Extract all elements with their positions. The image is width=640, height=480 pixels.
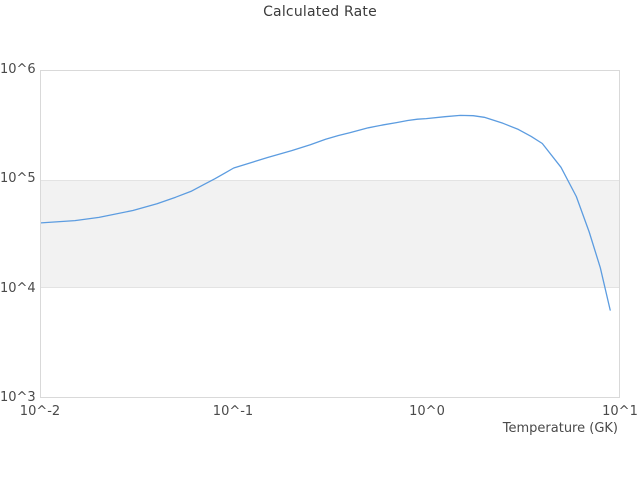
x-tick-label-1e1: 10^1: [602, 404, 638, 419]
x-axis-title: Temperature (GK): [502, 421, 618, 436]
y-tick-label-1e6: 10^6: [0, 62, 36, 77]
shaded-band: [41, 179, 619, 289]
chart-title: Calculated Rate: [263, 4, 377, 20]
y-tick-label-1e4: 10^4: [0, 281, 36, 296]
plot-area: [40, 70, 620, 398]
x-tick-label-1e0: 10^0: [409, 404, 445, 419]
x-tick-label-1e-2: 10^-2: [19, 404, 61, 419]
y-tick-label-1e5: 10^5: [0, 171, 36, 186]
rate-curve-svg: [41, 114, 611, 311]
y-tick-label-1e3: 10^3: [0, 390, 36, 405]
x-tick-label-1e-1: 10^-1: [212, 404, 254, 419]
rate-curve: [41, 114, 611, 311]
